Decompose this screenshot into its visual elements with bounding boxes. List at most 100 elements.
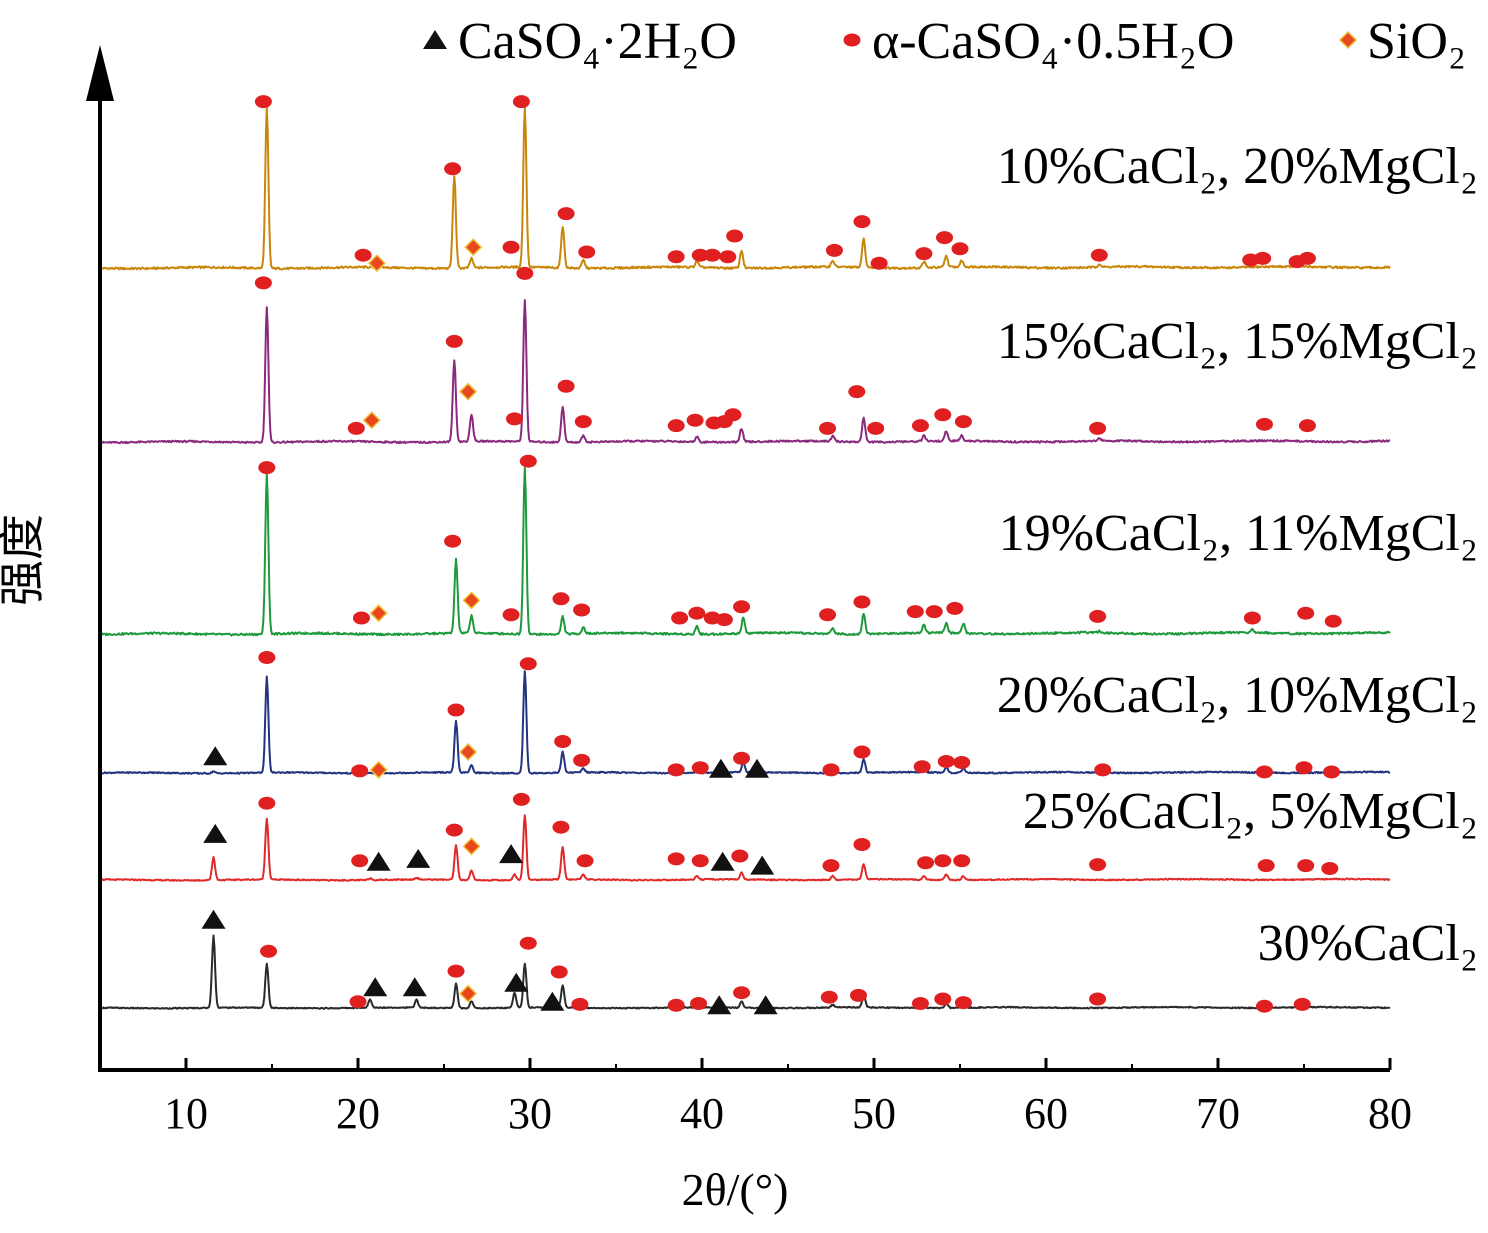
legend: CaSO₄·2H₂O α-CaSO₄·0.5H₂O SiO₂ bbox=[423, 13, 1466, 70]
hemihydrate-marker bbox=[1089, 858, 1107, 872]
hemihydrate-marker bbox=[1254, 251, 1272, 265]
hemihydrate-marker bbox=[946, 601, 964, 615]
quartz-marker bbox=[462, 837, 481, 856]
gypsum-marker bbox=[366, 851, 391, 871]
series-line bbox=[99, 934, 1391, 1010]
hemihydrate-marker bbox=[691, 761, 709, 775]
gypsum-marker bbox=[710, 851, 735, 871]
hemihydrate-marker bbox=[867, 421, 885, 435]
hemihydrate-marker bbox=[519, 657, 537, 671]
hemihydrate-marker bbox=[1297, 859, 1315, 873]
legend-hemihydrate-icon bbox=[843, 33, 861, 47]
gypsum-marker bbox=[745, 758, 770, 778]
hemihydrate-marker bbox=[512, 95, 530, 109]
hemihydrate-marker bbox=[578, 245, 596, 259]
x-tick-label: 20 bbox=[336, 1089, 380, 1138]
gypsum-marker bbox=[504, 972, 529, 992]
x-tick-label: 80 bbox=[1368, 1089, 1412, 1138]
hemihydrate-marker bbox=[1298, 419, 1316, 433]
series-label: 20%CaCl₂, 10%MgCl₂ bbox=[997, 667, 1478, 724]
quartz-marker bbox=[367, 254, 386, 273]
hemihydrate-marker bbox=[690, 997, 708, 1010]
hemihydrate-marker bbox=[445, 823, 463, 837]
quartz-marker bbox=[459, 742, 478, 762]
hemihydrate-marker bbox=[573, 603, 591, 617]
hemihydrate-marker bbox=[1243, 611, 1261, 625]
quartz-marker bbox=[369, 604, 388, 623]
hemihydrate-marker bbox=[1321, 861, 1339, 875]
gypsum-marker bbox=[750, 855, 775, 875]
hemihydrate-marker bbox=[1255, 999, 1273, 1013]
hemihydrate-marker bbox=[571, 997, 589, 1011]
series-6: 30%CaCl₂ bbox=[99, 909, 1478, 1015]
series-line bbox=[99, 299, 1391, 445]
hemihydrate-marker bbox=[347, 421, 365, 435]
hemihydrate-marker bbox=[925, 605, 943, 619]
hemihydrate-marker bbox=[1089, 609, 1107, 623]
gypsum-marker bbox=[363, 977, 388, 997]
x-tick-label: 40 bbox=[680, 1089, 724, 1138]
legend-label: α-CaSO₄·0.5H₂O bbox=[872, 13, 1234, 70]
quartz-marker bbox=[369, 760, 388, 779]
series-line bbox=[99, 814, 1391, 882]
hemihydrate-marker bbox=[934, 992, 952, 1006]
gypsum-marker bbox=[708, 758, 733, 778]
hemihydrate-marker bbox=[819, 608, 837, 622]
gypsum-marker bbox=[753, 995, 778, 1015]
hemihydrate-marker bbox=[1089, 992, 1107, 1006]
legend-gypsum-icon bbox=[423, 30, 447, 49]
hemihydrate-marker bbox=[1295, 761, 1313, 775]
hemihydrate-marker bbox=[1324, 614, 1342, 628]
hemihydrate-marker bbox=[1255, 417, 1273, 431]
hemihydrate-marker bbox=[719, 250, 737, 264]
hemihydrate-marker bbox=[951, 242, 969, 256]
hemihydrate-marker bbox=[726, 229, 744, 243]
hemihydrate-marker bbox=[258, 796, 276, 810]
hemihydrate-marker bbox=[260, 944, 278, 958]
quartz-marker bbox=[459, 984, 478, 1003]
hemihydrate-marker bbox=[848, 385, 866, 399]
hemihydrate-marker bbox=[1257, 859, 1275, 873]
hemihydrate-marker bbox=[573, 753, 591, 767]
hemihydrate-marker bbox=[819, 421, 837, 435]
gypsum-marker bbox=[201, 909, 226, 929]
hemihydrate-marker bbox=[715, 613, 733, 627]
hemihydrate-marker bbox=[557, 379, 575, 393]
hemihydrate-marker bbox=[911, 419, 929, 433]
hemihydrate-marker bbox=[1293, 997, 1311, 1011]
x-tick-label: 10 bbox=[164, 1089, 208, 1138]
hemihydrate-marker bbox=[502, 608, 520, 622]
series-label: 25%CaCl₂, 5%MgCl₂ bbox=[1023, 783, 1478, 840]
hemihydrate-marker bbox=[1298, 251, 1316, 265]
hemihydrate-marker bbox=[552, 592, 570, 606]
hemihydrate-marker bbox=[820, 990, 838, 1004]
y-axis-title: 强度 bbox=[0, 514, 48, 606]
hemihydrate-marker bbox=[254, 95, 272, 109]
series-3: 19%CaCl₂, 11%MgCl₂ bbox=[99, 454, 1478, 637]
y-axis-arrow-icon bbox=[86, 45, 114, 101]
series-line bbox=[99, 467, 1391, 637]
hemihydrate-marker bbox=[691, 248, 709, 262]
hemihydrate-marker bbox=[557, 207, 575, 221]
hemihydrate-marker bbox=[724, 408, 742, 422]
hemihydrate-marker bbox=[853, 595, 871, 609]
hemihydrate-marker bbox=[691, 854, 709, 868]
gypsum-marker bbox=[707, 995, 732, 1015]
gypsum-marker bbox=[406, 848, 431, 868]
series-line bbox=[99, 670, 1391, 775]
legend-label: SiO₂ bbox=[1367, 13, 1466, 70]
hemihydrate-marker bbox=[688, 606, 706, 620]
series-label: 10%CaCl₂, 20%MgCl₂ bbox=[997, 138, 1478, 195]
hemihydrate-marker bbox=[445, 334, 463, 348]
hemihydrate-marker bbox=[447, 964, 465, 978]
series-4: 20%CaCl₂, 10%MgCl₂ bbox=[99, 651, 1478, 779]
hemihydrate-marker bbox=[667, 852, 685, 866]
hemihydrate-marker bbox=[576, 854, 594, 868]
quartz-marker bbox=[462, 591, 481, 610]
x-tick-label: 70 bbox=[1196, 1089, 1240, 1138]
hemihydrate-marker bbox=[552, 820, 570, 834]
gypsum-marker bbox=[203, 823, 228, 843]
series-line bbox=[99, 106, 1391, 271]
hemihydrate-marker bbox=[574, 415, 592, 429]
